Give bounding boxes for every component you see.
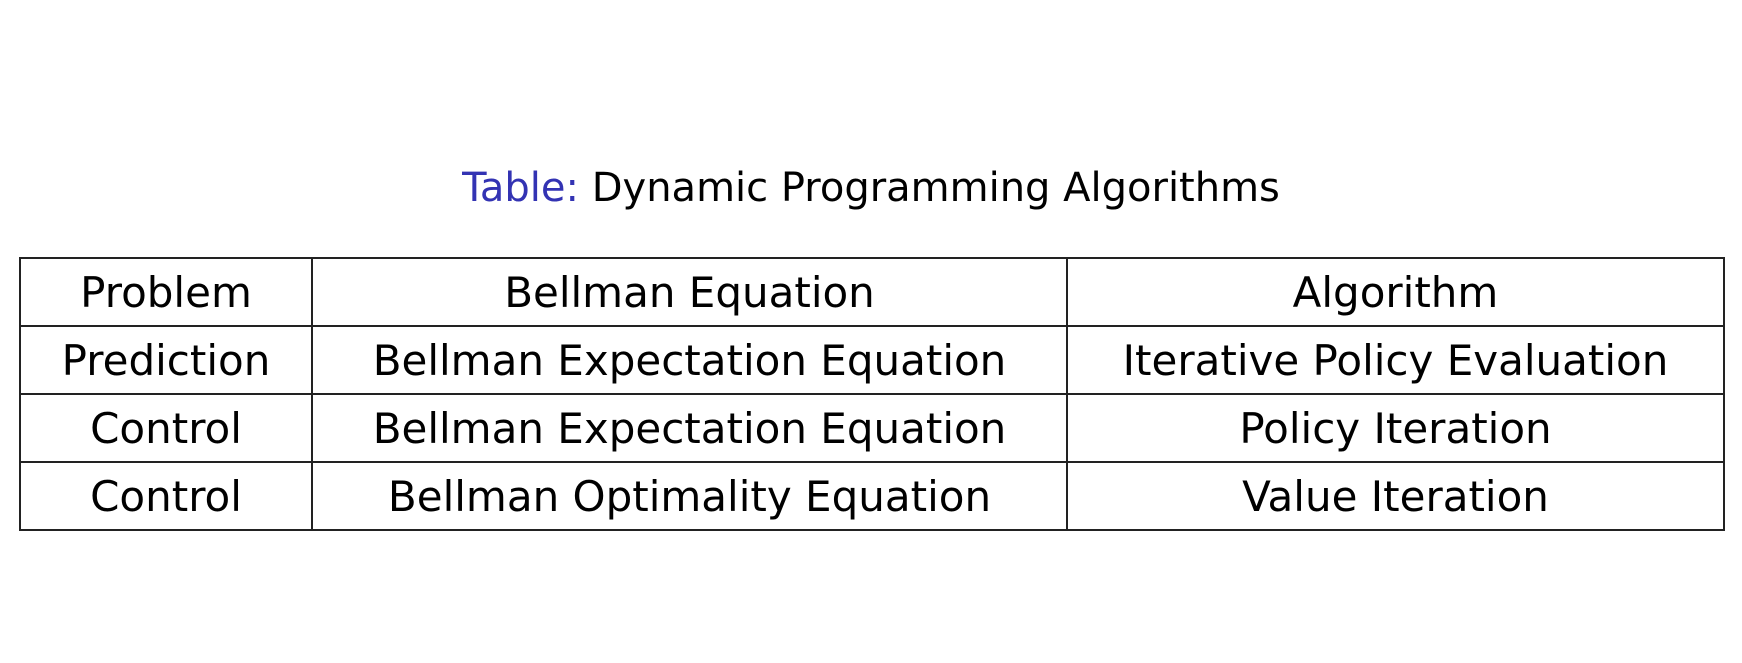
table-caption: Table: Dynamic Programming Algorithms — [0, 165, 1742, 211]
table-row: Control Bellman Optimality Equation Valu… — [19, 461, 1725, 531]
table-cell: Iterative Policy Evaluation — [1066, 325, 1725, 395]
table-cell: Value Iteration — [1066, 461, 1725, 531]
caption-label: Table: — [462, 165, 580, 211]
header-cell: Algorithm — [1066, 257, 1725, 327]
table-cell: Bellman Optimality Equation — [311, 461, 1068, 531]
header-cell: Bellman Equation — [311, 257, 1068, 327]
table-cell: Control — [19, 393, 313, 463]
header-cell: Problem — [19, 257, 313, 327]
table-row: Prediction Bellman Expectation Equation … — [19, 325, 1725, 395]
table-header-row: Problem Bellman Equation Algorithm — [19, 257, 1725, 327]
table-cell: Policy Iteration — [1066, 393, 1725, 463]
table-cell: Bellman Expectation Equation — [311, 393, 1068, 463]
dp-algorithms-table: Problem Bellman Equation Algorithm Predi… — [19, 257, 1725, 531]
table-cell: Prediction — [19, 325, 313, 395]
table-cell: Bellman Expectation Equation — [311, 325, 1068, 395]
table-row: Control Bellman Expectation Equation Pol… — [19, 393, 1725, 463]
caption-text: Dynamic Programming Algorithms — [591, 165, 1280, 211]
table-cell: Control — [19, 461, 313, 531]
